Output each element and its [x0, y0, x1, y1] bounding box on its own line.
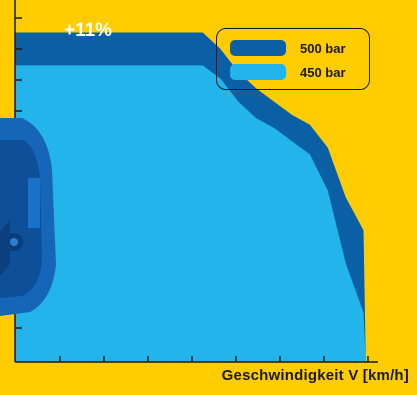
- area-series-450-bar: [15, 65, 366, 363]
- machine-slot: [0, 220, 10, 276]
- x-axis-label: Geschwindigkeit V [km/h]: [221, 367, 409, 384]
- legend-swatch-500: [230, 40, 286, 56]
- machine-bolt-center: [10, 238, 18, 246]
- legend-item-450: 450 bar: [230, 64, 346, 80]
- increase-annotation: +11%: [64, 20, 113, 41]
- legend-item-500: 500 bar: [230, 40, 346, 56]
- machine-flange: [28, 178, 40, 228]
- legend-label-450: 450 bar: [300, 64, 346, 80]
- legend-label-500: 500 bar: [300, 40, 346, 56]
- machine-part-image: [0, 118, 56, 316]
- legend: 500 bar 450 bar: [216, 28, 370, 90]
- legend-swatch-450: [230, 64, 286, 80]
